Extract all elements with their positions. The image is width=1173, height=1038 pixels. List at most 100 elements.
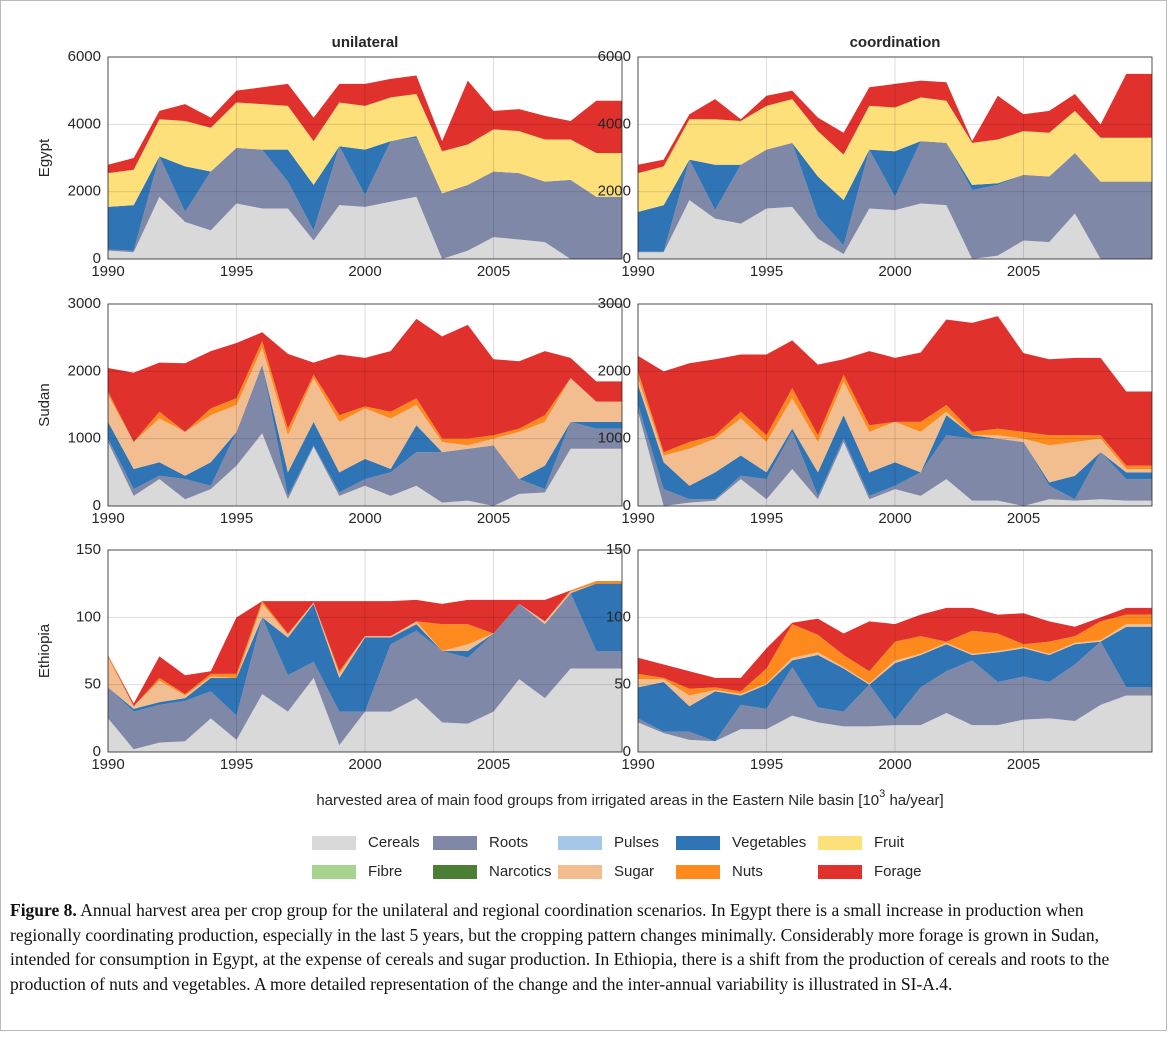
area <box>638 141 1152 252</box>
area <box>638 607 1152 692</box>
area <box>638 384 1152 500</box>
area <box>638 73 1152 174</box>
legend-swatch <box>433 836 477 850</box>
x-tick-label: 2000 <box>348 263 381 280</box>
y-tick-label: 0 <box>623 250 631 267</box>
y-axis-label: Egypt <box>36 138 53 177</box>
area <box>108 137 622 259</box>
x-tick-label: 2000 <box>878 263 911 280</box>
y-tick-label: 6000 <box>598 48 631 65</box>
y-axis-label: Ethiopia <box>36 623 53 678</box>
legend-swatch <box>818 836 862 850</box>
plot-frame <box>107 549 623 753</box>
area <box>638 641 1152 742</box>
legend-swatch <box>558 836 602 850</box>
y-tick-label: 1000 <box>68 430 101 447</box>
y-tick-label: 100 <box>606 608 631 625</box>
x-label-superscript: 3 <box>879 788 885 800</box>
legend-label: Fruit <box>874 834 905 851</box>
y-tick-label: 0 <box>93 250 101 267</box>
caption: Figure 8. Annual harvest area per crop g… <box>10 898 1150 996</box>
plot-frame <box>637 303 1153 507</box>
x-tick-label: 2000 <box>348 510 381 527</box>
y-tick-label: 50 <box>614 676 631 693</box>
legend-label: Nuts <box>732 863 763 880</box>
y-tick-label: 2000 <box>598 183 631 200</box>
y-tick-label: 150 <box>76 541 101 558</box>
legend-swatch <box>312 865 356 879</box>
x-tick-label: 2000 <box>878 510 911 527</box>
y-tick-label: 2000 <box>598 362 631 379</box>
legend-swatch <box>818 865 862 879</box>
x-label-text: ha/year] <box>885 792 943 809</box>
area <box>108 364 622 496</box>
legend-label: Cereals <box>368 834 420 851</box>
legend-label: Sugar <box>614 863 654 880</box>
area <box>638 626 1152 742</box>
y-tick-label: 0 <box>93 743 101 760</box>
y-tick-label: 0 <box>623 497 631 514</box>
legend-label: Vegetables <box>732 834 806 851</box>
legend-label: Narcotics <box>489 863 552 880</box>
y-tick-label: 2000 <box>68 183 101 200</box>
x-tick-label: 2005 <box>477 263 510 280</box>
x-tick-label: 2005 <box>1007 263 1040 280</box>
x-tick-label: 1995 <box>220 510 253 527</box>
x-tick-label: 1995 <box>220 263 253 280</box>
area <box>108 593 622 750</box>
area <box>638 624 1152 707</box>
y-tick-label: 100 <box>76 608 101 625</box>
area <box>638 200 1152 259</box>
x-tick-label: 1990 <box>621 510 654 527</box>
area <box>108 94 622 207</box>
y-tick-label: 50 <box>84 676 101 693</box>
legend-label: Pulses <box>614 834 659 851</box>
area <box>108 347 622 480</box>
x-tick-label: 2005 <box>1007 756 1040 773</box>
y-tick-label: 150 <box>606 541 631 558</box>
legend-swatch <box>558 865 602 879</box>
plot-frame <box>637 56 1153 260</box>
area <box>108 196 622 259</box>
area <box>638 316 1152 466</box>
y-tick-label: 4000 <box>598 115 631 132</box>
x-tick-label: 2000 <box>348 756 381 773</box>
x-tick-label: 1995 <box>750 510 783 527</box>
area <box>108 580 622 707</box>
area <box>108 433 622 506</box>
area <box>108 75 622 174</box>
area <box>638 141 1152 259</box>
x-tick-label: 2005 <box>477 756 510 773</box>
y-tick-label: 6000 <box>68 48 101 65</box>
plot-frame <box>107 303 623 507</box>
x-tick-label: 1990 <box>91 756 124 773</box>
y-tick-label: 4000 <box>68 115 101 132</box>
caption-text: Annual harvest area per crop group for t… <box>10 900 1110 994</box>
area <box>108 364 622 506</box>
area <box>638 378 1152 486</box>
y-tick-label: 3000 <box>68 295 101 312</box>
area <box>638 405 1152 506</box>
panel-title: unilateral <box>332 34 399 51</box>
y-tick-label: 0 <box>623 743 631 760</box>
x-tick-label: 1990 <box>91 263 124 280</box>
panel-title: coordination <box>850 34 941 51</box>
y-axis-label: Sudan <box>36 383 53 426</box>
plot-frame <box>637 549 1153 753</box>
area <box>108 136 622 251</box>
x-tick-label: 2005 <box>1007 510 1040 527</box>
y-tick-label: 1000 <box>598 430 631 447</box>
legend-swatch <box>676 836 720 850</box>
x-tick-label: 1995 <box>750 263 783 280</box>
area <box>638 695 1152 752</box>
legend-label: Forage <box>874 863 922 880</box>
x-tick-label: 2005 <box>477 510 510 527</box>
legend-swatch <box>312 836 356 850</box>
y-tick-label: 3000 <box>598 295 631 312</box>
x-tick-label: 2000 <box>878 756 911 773</box>
area <box>108 668 622 752</box>
x-tick-label: 1990 <box>621 263 654 280</box>
area <box>638 614 1152 696</box>
